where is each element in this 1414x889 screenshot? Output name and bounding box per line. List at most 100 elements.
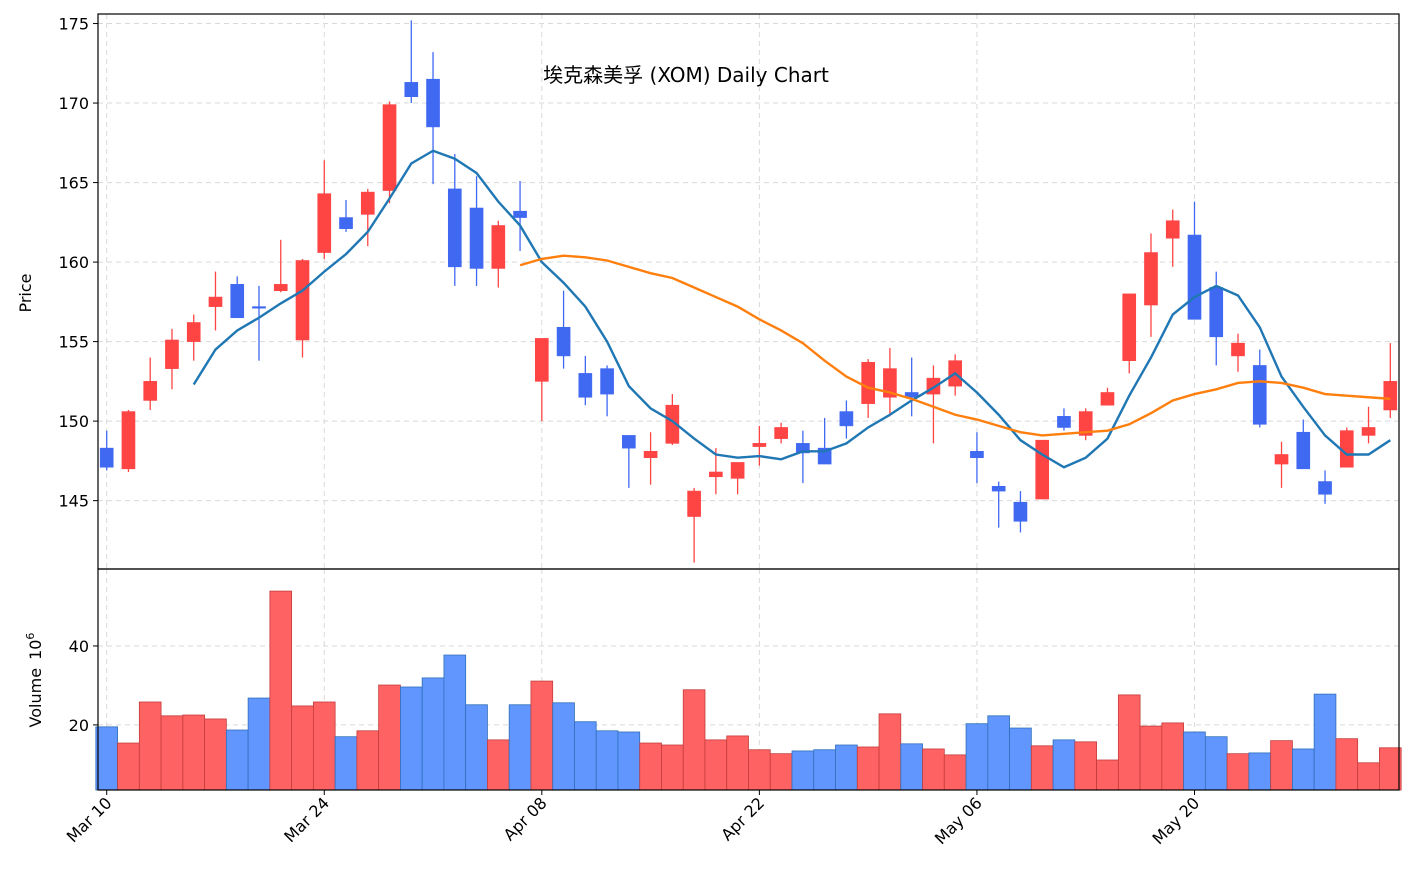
volume-label-text: Volume xyxy=(26,668,45,728)
candle-body xyxy=(687,490,701,517)
candle-body xyxy=(317,193,332,253)
y-tick-label: 20 xyxy=(69,716,89,735)
volume-bar xyxy=(943,754,967,791)
candle-body xyxy=(665,404,680,444)
candle-body xyxy=(1383,381,1398,411)
candle-body xyxy=(1209,287,1224,338)
y-tick-label: 150 xyxy=(58,412,89,431)
candle-body xyxy=(534,338,549,382)
candle-body xyxy=(121,411,136,470)
candle-body xyxy=(991,486,1006,492)
candle-body xyxy=(1013,501,1028,522)
volume-bar xyxy=(835,744,858,791)
volume-bar xyxy=(225,729,249,791)
volume-bar xyxy=(813,749,836,791)
x-tick-label: Mar 10 xyxy=(63,793,116,846)
line-series xyxy=(519,254,1391,437)
volume-bar xyxy=(1379,747,1402,791)
volume-bar xyxy=(791,750,815,791)
candle-body xyxy=(556,326,571,357)
candle-body xyxy=(1144,252,1158,306)
candle-body xyxy=(426,78,440,128)
volume-bar xyxy=(1096,759,1119,791)
volume-bar xyxy=(1226,753,1250,791)
x-tick-label: Mar 24 xyxy=(280,793,333,846)
volume-bar xyxy=(617,731,641,791)
volume-bar xyxy=(965,723,989,791)
volume-frame xyxy=(97,568,1400,791)
volume-bar xyxy=(487,739,510,791)
x-tick-label: May 06 xyxy=(931,793,986,848)
candle-body xyxy=(861,361,875,404)
candle-body xyxy=(1187,234,1202,320)
volume-bar xyxy=(269,590,293,791)
candle-body xyxy=(883,368,897,398)
candle-body xyxy=(252,306,266,309)
volume-bar xyxy=(312,701,336,791)
candle-body xyxy=(186,322,201,342)
volume-bar xyxy=(769,753,793,791)
volume-bar xyxy=(1183,731,1206,791)
candle-body xyxy=(1035,439,1050,500)
candle-body xyxy=(600,368,614,395)
candle-body xyxy=(1057,416,1071,428)
volume-bar xyxy=(682,689,706,791)
candle-body xyxy=(1078,411,1093,436)
candle-body xyxy=(295,260,310,341)
candle-body xyxy=(208,296,223,307)
volume-bar xyxy=(639,742,662,791)
candle-body xyxy=(273,284,288,292)
volume-bar xyxy=(1161,722,1185,791)
volume-bar xyxy=(334,736,358,791)
volume-bar xyxy=(1335,738,1359,791)
candle-body xyxy=(165,339,179,369)
chart-title: 埃克森美孚 (XOM) Daily Chart xyxy=(543,63,829,87)
volume-bar xyxy=(1052,739,1076,791)
candle-body xyxy=(360,191,375,215)
volume-bar xyxy=(400,686,423,791)
candle-body xyxy=(491,225,506,269)
volume-bar xyxy=(900,743,923,791)
candle-body xyxy=(904,392,919,398)
volume-bar xyxy=(443,654,467,791)
x-tick-label: Apr 08 xyxy=(500,793,551,844)
candle-body xyxy=(796,443,810,454)
volume-bar xyxy=(204,718,227,791)
candle-body xyxy=(578,373,593,398)
y-tick-label: 160 xyxy=(58,253,89,272)
candle-body xyxy=(752,443,767,447)
candle-body xyxy=(774,427,788,439)
volume-bar xyxy=(1357,762,1380,791)
candle-body xyxy=(643,451,658,458)
candle-body xyxy=(1231,342,1245,357)
candle-body xyxy=(230,284,245,319)
volume-bar xyxy=(704,739,728,791)
volume-bar xyxy=(117,742,140,791)
volume-bar xyxy=(1270,740,1293,791)
candle-body xyxy=(1165,220,1180,239)
candle-body xyxy=(143,381,158,401)
candle-body xyxy=(1296,431,1311,470)
candle-body xyxy=(99,447,114,468)
candle-body xyxy=(1361,427,1376,436)
volume-bar xyxy=(1139,725,1163,791)
candle-body xyxy=(970,451,984,458)
candle-body xyxy=(1100,392,1115,406)
x-tick-label: Apr 22 xyxy=(717,793,768,844)
volume-bar xyxy=(95,726,118,791)
y-tick-label: 155 xyxy=(58,333,89,352)
volume-bar xyxy=(987,715,1010,791)
volume-scale-base: 10 xyxy=(26,640,45,660)
y-tick-label: 40 xyxy=(69,637,89,656)
volume-bar xyxy=(160,715,184,791)
volume-bar xyxy=(1009,727,1032,791)
volume-scale-power: 6 xyxy=(24,633,37,640)
volume-bar xyxy=(856,746,880,791)
y-tick-label: 170 xyxy=(58,94,89,113)
volume-bar xyxy=(726,735,749,791)
volume-bar xyxy=(465,704,488,791)
volume-bar xyxy=(1030,745,1054,791)
candle-body xyxy=(1252,365,1267,425)
y-tick-label: 145 xyxy=(58,492,89,511)
